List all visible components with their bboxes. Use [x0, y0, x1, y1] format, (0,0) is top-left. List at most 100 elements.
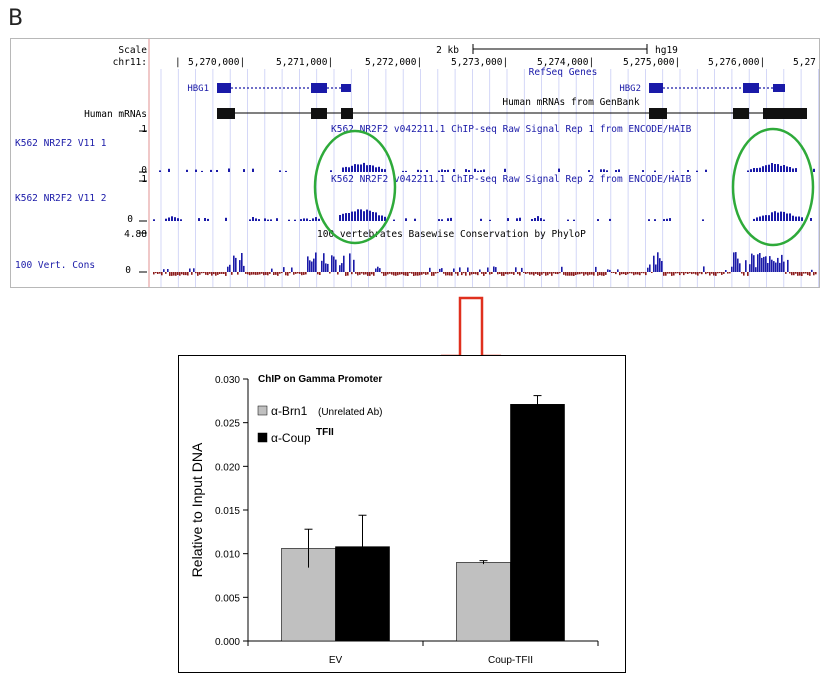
cons-bar-negative — [531, 272, 533, 275]
cons-bar-negative — [187, 272, 189, 276]
mrna-track-label[interactable]: Human mRNAs — [84, 109, 147, 120]
cons-bar-negative — [687, 272, 689, 274]
track1-max: 1 — [141, 124, 147, 135]
cons-bar-negative — [497, 272, 499, 275]
signal-bar — [468, 170, 470, 172]
cons-bar-negative — [483, 272, 485, 276]
signal-bar — [777, 164, 779, 172]
signal-bar — [270, 219, 272, 221]
signal-bar — [285, 170, 287, 172]
cons-bar-negative — [461, 272, 463, 276]
signal-bar — [381, 215, 383, 221]
track1-label[interactable]: K562 NR2F2 V11 1 — [15, 138, 107, 149]
refseq-track-title: RefSeq Genes — [529, 67, 598, 78]
cons-bar-negative — [711, 272, 713, 274]
cons-bar-negative — [569, 272, 571, 276]
cons-bar-negative — [263, 272, 265, 276]
cons-bar-negative — [577, 272, 579, 275]
cons-bar-positive — [349, 253, 351, 272]
cons-bar-negative — [413, 272, 415, 276]
gene-label-hbg1[interactable]: HBG1 — [187, 84, 209, 94]
signal-bar — [642, 170, 644, 172]
cons-bar-negative — [815, 272, 817, 275]
signal-bar — [750, 169, 752, 172]
cons-bar-positive — [229, 264, 231, 272]
signal-bar — [153, 219, 155, 221]
cons-bar-negative — [369, 272, 371, 276]
track2-title: K562 NR2F2 v042211.1 ChIP-seq Raw Signal… — [331, 174, 692, 185]
signal-bar — [315, 217, 317, 221]
cons-bar-negative — [197, 272, 199, 276]
cons-bar-negative — [383, 272, 385, 276]
cons-bar-negative — [405, 272, 407, 276]
cons-bar-negative — [559, 272, 561, 274]
signal-bar — [789, 213, 791, 221]
label-column — [11, 39, 149, 287]
signal-bar — [702, 219, 704, 221]
signal-bar — [330, 170, 332, 172]
signal-bar — [666, 218, 668, 221]
cons-bar-negative — [357, 272, 359, 276]
cons-bar-negative — [391, 272, 393, 275]
cons-bar-negative — [573, 272, 575, 276]
cons-bar-negative — [337, 272, 339, 275]
cons-bar-negative — [469, 272, 471, 276]
cons-bar-negative — [575, 272, 577, 275]
signal-bar — [417, 169, 419, 172]
cons-track-label[interactable]: 100 Vert. Cons — [15, 260, 95, 271]
signal-bar — [792, 168, 794, 172]
signal-bar — [252, 168, 254, 172]
cons-bar-negative — [175, 272, 177, 276]
mrna-block — [763, 108, 807, 119]
signal-bar — [414, 218, 416, 221]
cons-bar-negative — [443, 272, 445, 274]
signal-bar — [369, 210, 371, 221]
cons-bar-positive — [333, 256, 335, 272]
cons-bar-negative — [715, 272, 717, 276]
cons-bar-negative — [421, 272, 423, 275]
chart-title: ChIP on Gamma Promoter — [258, 374, 382, 385]
cons-bar-negative — [527, 272, 529, 274]
signal-bar — [783, 211, 785, 221]
signal-bar — [372, 165, 374, 172]
cons-bar-negative — [273, 272, 275, 275]
cons-bar-negative — [475, 272, 477, 275]
cons-bar-negative — [277, 272, 279, 276]
signal-bar — [279, 170, 281, 172]
cons-bar-negative — [451, 272, 453, 276]
gene-exon — [743, 83, 759, 93]
cons-bar-positive — [193, 268, 195, 272]
cons-bar-negative — [397, 272, 399, 276]
signal-bar — [405, 170, 407, 172]
cons-bar-negative — [799, 272, 801, 276]
cons-bar-negative — [707, 272, 709, 274]
cons-bar-positive — [311, 261, 313, 272]
signal-bar — [792, 215, 794, 221]
cons-bar-negative — [419, 272, 421, 276]
gene-label-hbg2[interactable]: HBG2 — [619, 84, 641, 94]
cons-bar-positive — [737, 258, 739, 272]
cons-bar-negative — [583, 272, 585, 276]
signal-bar — [567, 219, 569, 221]
cons-bar-negative — [155, 272, 157, 274]
cons-bar-negative — [635, 272, 637, 275]
cons-bar-positive — [327, 263, 329, 272]
signal-bar — [258, 219, 260, 221]
signal-bar — [762, 166, 764, 172]
position-label: 5,273,000| — [451, 57, 508, 68]
cons-bar-negative — [565, 272, 567, 276]
cons-bar-negative — [269, 272, 271, 274]
cons-bar-negative — [665, 272, 667, 276]
signal-bar — [762, 215, 764, 221]
cons-bar-negative — [279, 272, 281, 274]
track2-label[interactable]: K562 NR2F2 V11 2 — [15, 193, 107, 204]
cons-bar-positive — [659, 258, 661, 272]
cons-bar-negative — [373, 272, 375, 276]
signal-bar — [339, 215, 341, 221]
cons-bar-negative — [627, 272, 629, 275]
signal-bar — [204, 218, 206, 221]
signal-bar — [444, 170, 446, 172]
signal-bar — [813, 168, 815, 172]
signal-bar — [537, 216, 539, 221]
signal-bar — [543, 219, 545, 221]
